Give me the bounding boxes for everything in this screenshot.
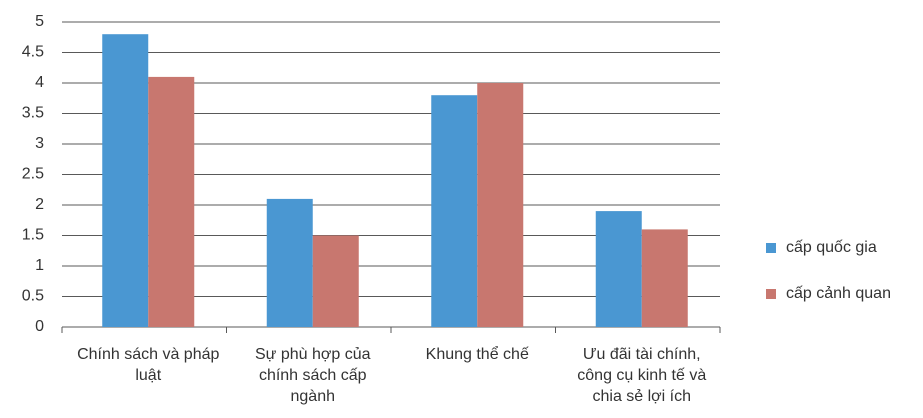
y-tick-label: 0.5 xyxy=(22,288,44,305)
legend-swatch xyxy=(766,289,776,299)
y-tick-label: 2 xyxy=(35,196,44,213)
legend-swatch xyxy=(766,243,776,253)
bar xyxy=(477,83,524,327)
y-tick-label: 3.5 xyxy=(22,105,44,122)
legend-label: cấp quốc gia xyxy=(786,239,877,256)
x-tick-label: Khung thể chế xyxy=(425,346,529,363)
y-tick-label: 5 xyxy=(35,13,44,30)
x-tick-label: Sự phù hợp của chính sách cấp ngành xyxy=(255,346,371,405)
bar xyxy=(102,34,149,327)
bar xyxy=(266,198,313,327)
y-tick-label: 1 xyxy=(35,257,44,274)
bar xyxy=(641,229,688,327)
legend-label: cấp cảnh quan xyxy=(786,285,891,302)
x-tick-label: Ưu đãi tài chính, công cụ kinh tế và chi… xyxy=(577,346,707,405)
y-tick-label: 2.5 xyxy=(22,166,44,183)
x-tick-label: Chính sách và pháp luật xyxy=(77,346,220,384)
y-tick-label: 3 xyxy=(35,135,44,152)
y-tick-label: 1.5 xyxy=(22,227,44,244)
y-tick-label: 4 xyxy=(35,74,44,91)
bar xyxy=(312,235,359,327)
y-tick-label: 0 xyxy=(35,318,44,335)
y-tick-label: 4.5 xyxy=(22,44,44,61)
bar xyxy=(431,95,478,327)
bar xyxy=(595,211,642,327)
bar xyxy=(148,76,195,328)
